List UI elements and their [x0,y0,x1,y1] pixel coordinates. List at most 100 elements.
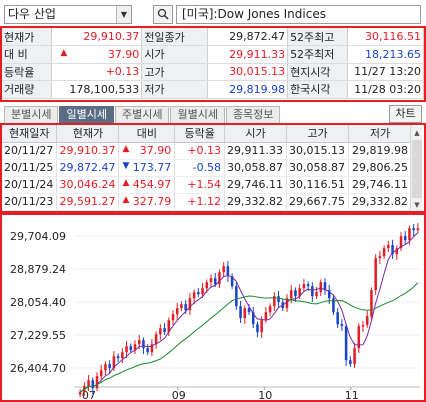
quote-row: 현재가 29,910.37 전일종가 29,872.47 52주최고 30,11… [2,28,425,46]
tab-monthly[interactable]: 월별시세 [170,106,225,123]
candle-body [302,284,306,289]
candle-body [382,248,386,257]
tab-bar: 분별시세 일별시세 주별시세 월별시세 종목정보 [4,106,281,123]
change-value: ▲ 37.90 [51,45,143,64]
candle-body [125,346,128,353]
table-row[interactable]: 20/11/24 30,046.24 ▲ 454.97 +1.54 29,746.… [2,176,412,194]
candle-body [201,288,204,295]
label-low: 저가 [141,80,209,99]
scroll-down-icon[interactable]: ▼ [414,201,420,209]
cell-change-value: 173.77 [132,161,172,174]
daily-price-table: 현재일자 현재가 대비 등락율 시가 고가 저가 20/11/27 29,910… [2,125,412,211]
cell-open: 29,911.33 [224,142,288,160]
cell-high: 29,667.75 [286,193,349,211]
tab-stock-info[interactable]: 종목정보 [225,106,281,123]
cell-date: 20/11/24 [2,176,58,194]
candle-body [277,296,280,303]
candle-body [142,340,145,349]
candle-body [374,258,377,291]
label-change-rate: 등락율 [2,63,53,81]
candle-body [294,290,297,297]
index-select-value: 다우 산업 [8,7,56,21]
cell-low: 29,746.11 [348,176,412,194]
candle-body [108,364,111,369]
index-title: [미국]:Dow Jones Indices [176,5,421,24]
tab-daily[interactable]: 일별시세 [59,106,114,123]
candle-body [361,324,365,327]
chart-button[interactable]: 차트 [389,105,422,123]
candle-body [256,324,259,333]
candle-body [378,256,382,259]
label-korea-time: 한국시각 [287,80,348,99]
search-button[interactable] [153,5,173,24]
cell-low: 29,806.25 [348,159,412,177]
y-tick-label: 26,404.70 [10,362,66,375]
label-high: 고가 [141,63,209,81]
candle-body [332,298,335,313]
daily-price-panel: 현재일자 현재가 대비 등락율 시가 고가 저가 20/11/27 29,910… [0,123,426,213]
candle-body [311,286,314,297]
candle-body [370,290,373,317]
candle-body [391,244,394,255]
candle-body [146,348,149,353]
chevron-down-icon[interactable]: ▼ [116,6,131,23]
candle-body [137,340,141,345]
col-open[interactable]: 시가 [224,125,288,143]
x-tick-label: 10 [258,389,272,400]
tab-weekly[interactable]: 주별시세 [114,106,170,123]
label-52w-high: 52주최고 [287,28,348,46]
candle-body [197,292,200,295]
search-icon [157,8,169,20]
candle-body [121,352,124,359]
scroll-up-icon[interactable]: ▲ [414,129,420,137]
up-arrow-icon: ▲ [122,144,130,154]
table-row[interactable]: 20/11/23 29,591.27 ▲ 327.79 +1.12 29,332.… [2,193,412,211]
candle-body [260,320,263,333]
candle-body [273,296,276,307]
cell-low: 29,332.82 [348,193,412,211]
candle-body [91,380,95,389]
candle-body [87,380,90,387]
candle-body [323,282,327,291]
index-select[interactable]: 다우 산업 ▼ [4,5,132,24]
col-high[interactable]: 고가 [286,125,349,143]
col-change[interactable]: 대비 [118,125,176,143]
candle-body [95,376,99,389]
cell-open: 30,058.87 [224,159,288,177]
label-prev-close: 전일종가 [141,28,209,46]
label-current-price: 현재가 [2,28,53,46]
candle-body [129,346,133,351]
cell-low: 29,819.98 [348,142,412,160]
col-low[interactable]: 저가 [348,125,412,143]
col-price[interactable]: 현재가 [56,125,120,143]
candle-body [289,290,293,299]
cell-open: 29,332.82 [224,193,288,211]
candlestick-chart: 29,704.09 28,879.24 28,054.40 27,229.55 26,4… [10,222,420,402]
prev-close-value: 29,872.47 [207,28,289,46]
current-price-value: 29,910.37 [51,28,143,46]
cell-change-value: 454.97 [132,178,172,191]
tab-minute[interactable]: 분별시세 [4,106,59,123]
col-date[interactable]: 현재일자 [2,125,58,143]
table-row[interactable]: 20/11/27 29,910.37 ▲ 37.90 +0.13 29,911.3… [2,142,412,160]
cell-price: 29,872.47 [56,159,120,177]
52w-high-value: 30,116.51 [347,28,425,46]
candle-body [163,328,166,333]
candle-body [268,306,272,313]
scroll-thumb[interactable] [412,140,422,198]
price-chart-panel: 29,704.09 28,879.24 28,054.40 27,229.55 26,4… [0,213,426,402]
candle-body [222,266,225,273]
change-rate-value: +0.13 [51,63,143,81]
candle-body [349,360,352,365]
candle-body [209,278,213,283]
volume-value: 178,100,533 [51,80,143,99]
cell-rate: +0.13 [174,142,226,160]
table-row[interactable]: 20/11/25 29,872.47 ▼ 173.77 -0.58 30,058.… [2,159,412,177]
candle-body [285,298,289,309]
candle-body [239,306,242,319]
cell-price: 30,046.24 [56,176,120,194]
col-rate[interactable]: 등락율 [174,125,226,143]
low-value: 29,819.98 [207,80,289,99]
vertical-scrollbar[interactable]: ▲ ▼ [410,127,422,211]
candle-body [319,282,323,293]
